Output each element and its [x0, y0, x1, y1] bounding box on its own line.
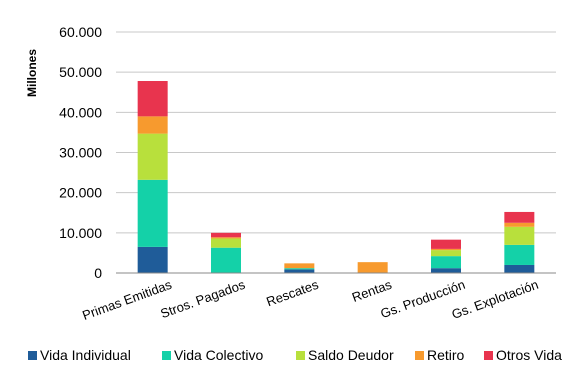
legend-label: Saldo Deudor: [308, 347, 394, 363]
x-tick-label: Rescates: [264, 277, 321, 310]
legend-swatch: [28, 351, 37, 360]
bar-segment: [211, 247, 241, 273]
bar-segment: [137, 133, 168, 180]
legend-label: Otros Vida: [496, 347, 562, 363]
legend-label: Retiro: [427, 347, 465, 363]
bar-segment: [284, 269, 315, 273]
legend-label: Vida Colectivo: [174, 347, 263, 363]
y-tick-label: 60.000: [59, 24, 102, 40]
legend-swatch: [415, 351, 424, 360]
bar-segment: [211, 238, 241, 248]
y-axis-label: Millones: [25, 49, 39, 97]
y-tick-label: 10.000: [59, 225, 102, 241]
bar-segment: [284, 268, 315, 270]
x-tick-label: Stros. Pagados: [158, 277, 247, 322]
bar-segment: [431, 256, 461, 269]
bar-segment: [211, 232, 241, 238]
legend-swatch: [484, 351, 493, 360]
y-tick-labels: 0 10.000 20.000 30.000 40.000 50.000 60.000: [59, 24, 102, 281]
bars: [137, 81, 535, 273]
bar-segment: [504, 226, 535, 245]
y-tick-label: 50.000: [59, 64, 102, 80]
bar-segment: [211, 237, 241, 239]
bar-segment: [431, 268, 461, 273]
bar-segment: [504, 244, 535, 265]
x-tick-label: Rentas: [350, 277, 394, 305]
bar-segment: [431, 250, 461, 257]
bar-segment: [431, 239, 461, 249]
gridlines: [116, 31, 556, 234]
y-tick-label: 20.000: [59, 185, 102, 201]
legend-swatch: [296, 351, 305, 360]
bar-segment: [137, 179, 168, 247]
bar-segment: [137, 246, 168, 273]
bar-segment: [137, 81, 168, 117]
legend-label: Vida Individual: [40, 347, 131, 363]
y-tick-label: 0: [94, 265, 102, 281]
bar-segment: [284, 263, 315, 269]
bar-segment: [504, 264, 535, 273]
bar-segment: [504, 211, 535, 223]
x-tick-label: Primas Emitidas: [80, 277, 174, 323]
legend: Vida Individual Vida Colectivo Saldo Deudo…: [28, 347, 562, 363]
y-tick-label: 30.000: [59, 145, 102, 161]
bar-segment: [504, 222, 535, 227]
bar-segment: [137, 116, 168, 134]
bar-segment: [357, 262, 388, 273]
bar-segment: [431, 248, 461, 251]
legend-swatch: [162, 351, 171, 360]
y-tick-label: 40.000: [59, 104, 102, 120]
